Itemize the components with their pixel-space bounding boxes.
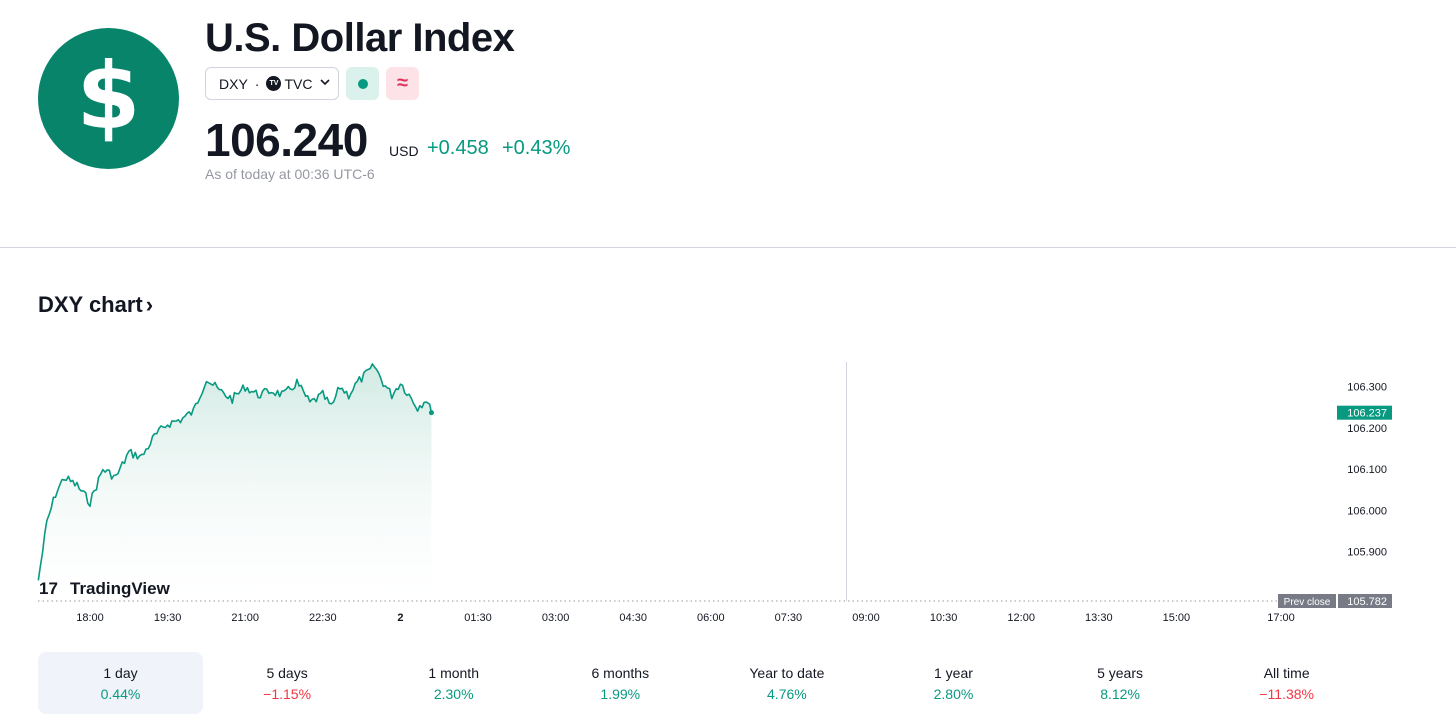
period-change-value: 1.99% [600,685,641,702]
prev-close-label: Prev close [1284,597,1331,608]
period-change-value: 4.76% [767,685,807,702]
period-button[interactable]: 6 months 1.99% [538,652,703,714]
period-button[interactable]: 1 month 2.30% [371,652,536,714]
as-of-timestamp: As of today at 00:36 UTC-6 [205,166,375,182]
x-axis-tick-label: 2 [397,612,403,624]
y-axis-tick-label: 106.300 [1347,382,1387,394]
period-label: 1 month [428,664,479,681]
prev-close-value: 105.782 [1347,596,1387,608]
x-axis-tick-label: 13:30 [1085,612,1113,624]
market-open-dot-icon [357,78,368,89]
section-divider [0,247,1456,248]
x-axis-tick-label: 21:00 [231,612,259,624]
period-label: 5 years [1097,664,1144,681]
prev-close-value-tag [1338,594,1392,608]
period-change-value: −11.38% [1259,685,1314,702]
period-change-value: 2.30% [433,685,474,702]
x-axis-tick-label: 07:30 [775,612,803,624]
chevron-down-icon [320,78,331,89]
period-label: Year to date [749,664,825,681]
chevron-right-icon: › [145,292,154,317]
y-axis-tick-label: 105.900 [1347,547,1387,559]
symbol-exchange-selector[interactable]: DXY · TV TVC [205,67,339,100]
x-axis-tick-label: 17:00 [1267,612,1295,624]
x-axis-tick-label: 09:00 [852,612,880,624]
period-change-value: 0.44% [100,685,141,702]
period-button[interactable]: All time −11.38% [1204,652,1369,714]
dollar-sign-glyph: $ [76,42,141,150]
y-axis-tick-label: 106.100 [1347,464,1387,476]
period-button[interactable]: Year to date 4.76% [704,652,869,714]
period-button[interactable]: 1 year 2.80% [871,652,1036,714]
symbol-label: DXY [219,75,248,92]
y-axis-tick-label: 106.200 [1347,423,1387,435]
period-label: 1 day [103,664,138,681]
x-axis-tick-label: 01:30 [464,612,492,624]
period-button[interactable]: 1 day 0.44% [38,652,203,714]
approx-icon: ≈ [397,72,408,94]
price-change: +0.458 [427,137,489,159]
x-axis-tick-label: 19:30 [154,612,182,624]
chart-heading-text: DXY chart [38,292,143,317]
x-axis-tick-label: 12:00 [1007,612,1035,624]
price-chart[interactable]: 106.300 106.200 106.100 106.000 105.900 106.2… [0,350,1456,640]
x-axis-tick-label: 06:00 [697,612,725,624]
period-button[interactable]: 5 days −1.15% [205,652,370,714]
period-label: 6 months [591,664,650,681]
last-price: 106.240 [205,114,368,166]
period-label: All time [1263,664,1310,681]
x-axis-tick-label: 22:30 [309,612,337,624]
delayed-data-badge[interactable]: ≈ [386,67,419,100]
x-axis-tick-label: 10:30 [930,612,958,624]
tradingview-watermark: TradingView [70,579,171,598]
page-title: U.S. Dollar Index [205,16,515,60]
price-line-series [37,363,433,581]
period-label: 1 year [934,664,973,681]
dollar-logo-icon: $ [38,28,179,169]
tradingview-logo-icon: 17 [39,579,58,598]
separator-dot: · [254,75,260,92]
last-price-point [428,410,434,416]
period-button[interactable]: 5 years 8.12% [1038,652,1203,714]
last-value-tag [1337,405,1392,420]
exchange-label: TVC [284,75,313,92]
period-selector: 1 day 0.44% 5 days −1.15% 1 month 2.30% 6 mont… [38,652,1432,714]
price-area-fill [38,363,432,601]
x-axis-tick-label: 15:00 [1163,612,1191,624]
period-label: 5 days [266,664,308,681]
y-axis-tick-label: 106.000 [1347,505,1387,517]
period-change-value: 2.80% [933,685,974,702]
prev-close-tag [1278,594,1336,608]
price-currency: USD [389,143,419,159]
tradingview-exchange-icon: TV [266,76,282,91]
x-axis-tick-label: 03:00 [542,612,570,624]
period-change-value: −1.15% [263,685,312,702]
market-open-badge[interactable] [346,67,379,100]
chart-heading-link[interactable]: DXY chart › [38,292,153,318]
x-axis-tick-label: 18:00 [76,612,104,624]
period-change-value: 8.12% [1100,685,1140,702]
x-axis-tick-label: 04:30 [619,612,647,624]
price-change-percent: +0.43% [502,137,571,159]
last-value-label: 106.237 [1347,408,1387,420]
